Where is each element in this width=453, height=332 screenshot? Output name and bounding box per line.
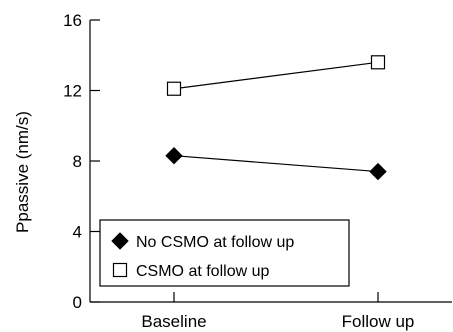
x-category-label: Baseline [141, 312, 206, 331]
y-tick-label: 0 [73, 293, 82, 312]
legend-box [99, 219, 350, 287]
axes: 0 4 8 12 16 Baseline Follow up [63, 11, 452, 331]
legend-entry-label: CSMO at follow up [136, 263, 269, 280]
series-1 [166, 55, 386, 96]
data-point [166, 81, 182, 96]
y-tick-label: 16 [63, 11, 82, 30]
legend-marker [111, 232, 129, 250]
y-axis-label: Ppassive (nm/s) [13, 111, 32, 233]
x-category-label: Follow up [342, 312, 415, 331]
series-line [173, 155, 379, 173]
series-layer [165, 55, 387, 181]
legend-entry-label: No CSMO at follow up [136, 234, 294, 251]
series-0 [165, 147, 387, 181]
data-point [165, 147, 183, 165]
y-tick-label: 8 [73, 152, 82, 171]
series-line [173, 61, 379, 90]
legend: No CSMO at follow up CSMO at follow up [99, 219, 350, 287]
data-point [370, 55, 386, 70]
y-tick-label: 12 [63, 82, 82, 101]
y-tick-label: 4 [73, 223, 82, 242]
legend-marker [112, 262, 128, 278]
data-point [369, 162, 387, 181]
